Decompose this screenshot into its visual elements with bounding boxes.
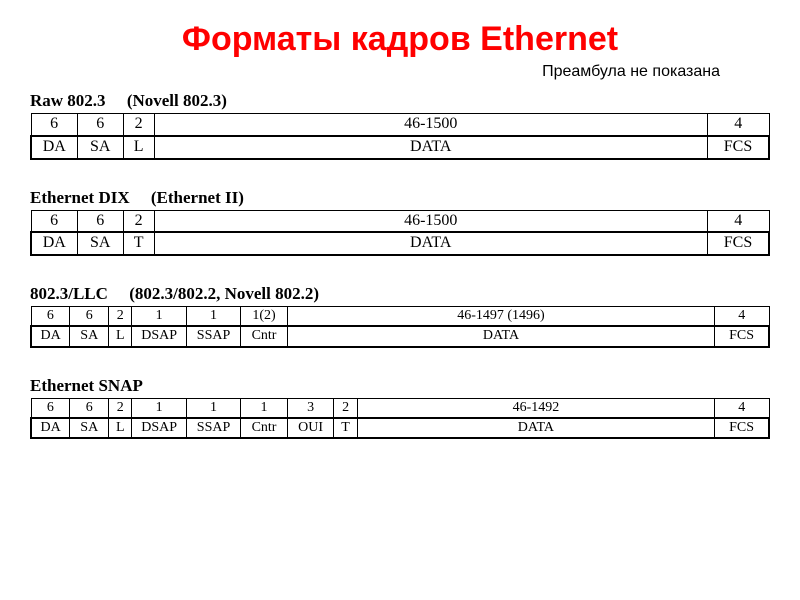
size-cell: 6 xyxy=(77,114,123,136)
row-names: DASATDATAFCS xyxy=(31,232,769,255)
name-cell: T xyxy=(334,418,357,438)
name-cell: FCS xyxy=(708,136,770,159)
size-cell: 6 xyxy=(77,210,123,232)
frame-label-main: Raw 802.3 xyxy=(30,91,106,110)
name-cell: DSAP xyxy=(132,418,186,438)
size-cell: 2 xyxy=(109,307,132,327)
size-cell: 1 xyxy=(186,398,240,418)
frames-container: Raw 802.3 (Novell 802.3)66246-15004DASAL… xyxy=(30,91,770,439)
name-cell: SSAP xyxy=(186,418,240,438)
frame-label-alt: (Ethernet II) xyxy=(151,188,244,207)
size-cell: 1 xyxy=(132,398,186,418)
name-cell: FCS xyxy=(715,418,769,438)
name-cell: OUI xyxy=(287,418,334,438)
name-cell: DA xyxy=(31,136,77,159)
frame-label: Raw 802.3 (Novell 802.3) xyxy=(30,91,770,111)
name-cell: SA xyxy=(70,418,109,438)
size-cell: 4 xyxy=(715,307,769,327)
name-cell: Cntr xyxy=(241,418,288,438)
name-cell: DA xyxy=(31,232,77,255)
name-cell: SA xyxy=(77,232,123,255)
name-cell: FCS xyxy=(708,232,770,255)
size-cell: 2 xyxy=(123,210,154,232)
frame-label-main: Ethernet SNAP xyxy=(30,376,143,395)
name-cell: L xyxy=(109,326,132,346)
row-sizes: 66246-15004 xyxy=(31,114,769,136)
size-cell: 2 xyxy=(334,398,357,418)
row-names: DASALDSAPSSAPCntrOUITDATAFCS xyxy=(31,418,769,438)
size-cell: 46-1500 xyxy=(154,114,708,136)
size-cell: 1 xyxy=(241,398,288,418)
row-sizes: 66246-15004 xyxy=(31,210,769,232)
frame-table: 6621113246-14924DASALDSAPSSAPCntrOUITDAT… xyxy=(30,398,770,439)
frame-block: 802.3/LLC (802.3/802.2, Novell 802.2)662… xyxy=(30,284,770,347)
size-cell: 4 xyxy=(715,398,769,418)
name-cell: SA xyxy=(77,136,123,159)
frame-label-alt: (Novell 802.3) xyxy=(127,91,227,110)
size-cell: 3 xyxy=(287,398,334,418)
frame-block: Ethernet SNAP6621113246-14924DASALDSAPSS… xyxy=(30,376,770,439)
row-names: DASALDSAPSSAPCntrDATAFCS xyxy=(31,326,769,346)
row-sizes: 6621113246-14924 xyxy=(31,398,769,418)
frame-label: Ethernet SNAP xyxy=(30,376,770,396)
name-cell: DATA xyxy=(357,418,714,438)
page-subtitle: Преамбула не показана xyxy=(30,63,720,81)
size-cell: 2 xyxy=(109,398,132,418)
frame-table: 66246-15004DASATDATAFCS xyxy=(30,210,770,257)
size-cell: 1 xyxy=(132,307,186,327)
frame-block: Raw 802.3 (Novell 802.3)66246-15004DASAL… xyxy=(30,91,770,160)
name-cell: DSAP xyxy=(132,326,186,346)
name-cell: L xyxy=(109,418,132,438)
name-cell: DA xyxy=(31,326,70,346)
size-cell: 1(2) xyxy=(241,307,288,327)
size-cell: 1 xyxy=(186,307,240,327)
size-cell: 2 xyxy=(123,114,154,136)
size-cell: 6 xyxy=(70,307,109,327)
size-cell: 46-1500 xyxy=(154,210,708,232)
page-title: Форматы кадров Ethernet xyxy=(30,20,770,59)
name-cell: DATA xyxy=(287,326,714,346)
frame-label-alt: (802.3/802.2, Novell 802.2) xyxy=(129,284,319,303)
size-cell: 4 xyxy=(708,114,770,136)
name-cell: Cntr xyxy=(241,326,288,346)
name-cell: SSAP xyxy=(186,326,240,346)
name-cell: DA xyxy=(31,418,70,438)
size-cell: 6 xyxy=(31,398,70,418)
name-cell: FCS xyxy=(715,326,769,346)
name-cell: L xyxy=(123,136,154,159)
frame-label: Ethernet DIX (Ethernet II) xyxy=(30,188,770,208)
name-cell: SA xyxy=(70,326,109,346)
size-cell: 6 xyxy=(31,210,77,232)
size-cell: 6 xyxy=(31,307,70,327)
frame-block: Ethernet DIX (Ethernet II)66246-15004DAS… xyxy=(30,188,770,257)
size-cell: 6 xyxy=(70,398,109,418)
frame-label-main: 802.3/LLC xyxy=(30,284,108,303)
row-names: DASALDATAFCS xyxy=(31,136,769,159)
size-cell: 4 xyxy=(708,210,770,232)
name-cell: DATA xyxy=(154,136,708,159)
frame-label-main: Ethernet DIX xyxy=(30,188,130,207)
size-cell: 46-1492 xyxy=(357,398,714,418)
frame-table: 66246-15004DASALDATAFCS xyxy=(30,113,770,160)
size-cell: 6 xyxy=(31,114,77,136)
name-cell: T xyxy=(123,232,154,255)
name-cell: DATA xyxy=(154,232,708,255)
frame-label: 802.3/LLC (802.3/802.2, Novell 802.2) xyxy=(30,284,770,304)
frame-table: 662111(2)46-1497 (1496)4DASALDSAPSSAPCnt… xyxy=(30,306,770,347)
row-sizes: 662111(2)46-1497 (1496)4 xyxy=(31,307,769,327)
size-cell: 46-1497 (1496) xyxy=(287,307,714,327)
